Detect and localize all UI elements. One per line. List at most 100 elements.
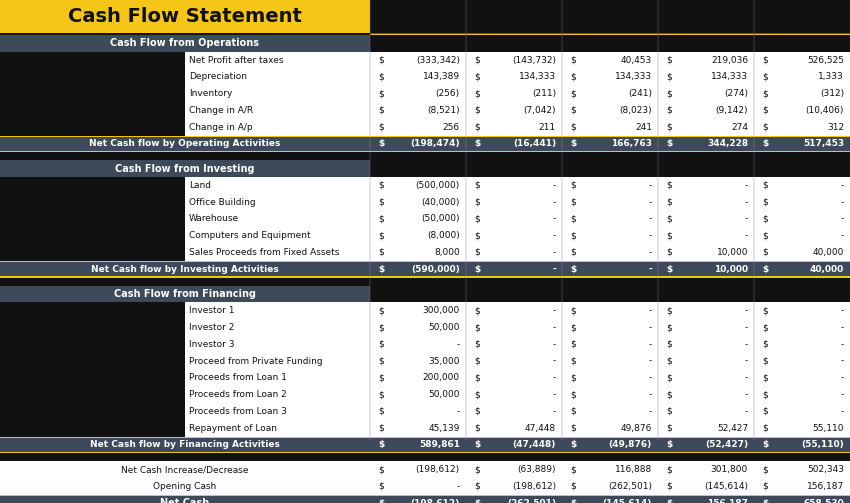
Text: -: - [841,198,844,207]
Text: (9,142): (9,142) [716,106,748,115]
Text: $: $ [474,265,480,274]
Text: 134,333: 134,333 [518,72,556,81]
Text: -: - [456,340,460,349]
Text: $: $ [378,390,384,399]
Bar [754,33,850,52]
Text: -: - [745,181,748,190]
Text: (145,614): (145,614) [704,482,748,491]
Bar [0,276,850,278]
Text: Year 5: Year 5 [784,37,820,47]
Bar [0,68,184,85]
Text: $: $ [570,424,576,433]
Text: (198,612): (198,612) [512,482,556,491]
Text: Net Cash flow by Financing Activities: Net Cash flow by Financing Activities [90,441,280,450]
Text: 35,000: 35,000 [428,357,460,366]
Text: $: $ [666,441,672,450]
Text: $: $ [570,181,576,190]
Text: -: - [841,340,844,349]
Text: (198,612): (198,612) [416,465,460,474]
Text: (262,501): (262,501) [507,498,556,503]
Text: $: $ [570,340,576,349]
Text: $: $ [378,265,384,274]
Text: -: - [649,306,652,315]
Text: 241: 241 [635,123,652,132]
Text: 45,139: 45,139 [428,424,460,433]
Text: $: $ [474,323,480,332]
Text: $: $ [762,373,768,382]
Text: $: $ [762,72,768,81]
Text: (198,474): (198,474) [411,139,460,148]
Text: $: $ [474,498,480,503]
Text: -: - [552,231,556,240]
Text: $: $ [474,390,480,399]
Text: $: $ [762,139,768,148]
Text: $: $ [666,72,672,81]
Text: -: - [649,181,652,190]
Text: $: $ [762,357,768,366]
Text: Year 4: Year 4 [688,37,724,47]
Bar [0,194,184,211]
Text: (10,406): (10,406) [806,106,844,115]
Bar [0,403,850,420]
Text: 219,036: 219,036 [711,55,748,64]
Text: (47,448): (47,448) [513,441,556,450]
Text: -: - [841,181,844,190]
Text: $: $ [378,340,384,349]
Text: $: $ [570,198,576,207]
Bar [0,437,850,453]
Text: -: - [649,323,652,332]
Text: $: $ [762,265,768,274]
Text: 301,800: 301,800 [711,465,748,474]
Text: $: $ [762,306,768,315]
Text: $: $ [474,55,480,64]
Text: $: $ [474,482,480,491]
Text: -: - [745,357,748,366]
Text: $: $ [378,498,384,503]
Bar [370,286,850,302]
Text: 502,343: 502,343 [807,465,844,474]
Bar [0,495,850,496]
Bar [0,35,370,52]
Text: (262,501): (262,501) [608,482,652,491]
Text: (40,000): (40,000) [422,198,460,207]
Text: Proceeds from Loan 2: Proceeds from Loan 2 [189,390,286,399]
Bar [0,135,850,137]
Text: (8,521): (8,521) [428,106,460,115]
Text: $: $ [378,373,384,382]
Text: $: $ [378,306,384,315]
Text: -: - [841,390,844,399]
Text: -: - [552,248,556,257]
Text: $: $ [762,248,768,257]
Bar [0,353,850,370]
Text: $: $ [378,248,384,257]
Text: $: $ [666,55,672,64]
Text: $: $ [762,198,768,207]
Text: $: $ [762,123,768,132]
Text: 1,333: 1,333 [819,72,844,81]
Text: Cash Flow from Investing: Cash Flow from Investing [115,163,255,174]
Text: $: $ [762,106,768,115]
Text: $: $ [570,89,576,98]
Text: $: $ [474,106,480,115]
Text: $: $ [378,231,384,240]
Text: -: - [745,407,748,416]
Text: (63,889): (63,889) [518,465,556,474]
Bar [0,244,184,261]
Bar [0,370,184,386]
Text: -: - [552,265,556,274]
Text: -: - [552,306,556,315]
Text: $: $ [666,482,672,491]
Text: Investor 2: Investor 2 [189,323,235,332]
Text: $: $ [666,214,672,223]
Text: -: - [745,323,748,332]
Bar [466,33,562,52]
Text: (333,342): (333,342) [416,55,460,64]
Bar [0,102,184,119]
Text: $: $ [378,357,384,366]
Text: (49,876): (49,876) [609,441,652,450]
Bar [0,161,850,169]
Text: Cash Flow from Operations: Cash Flow from Operations [110,38,259,48]
Text: Inventory: Inventory [189,89,233,98]
Bar [0,227,850,244]
Text: -: - [649,214,652,223]
